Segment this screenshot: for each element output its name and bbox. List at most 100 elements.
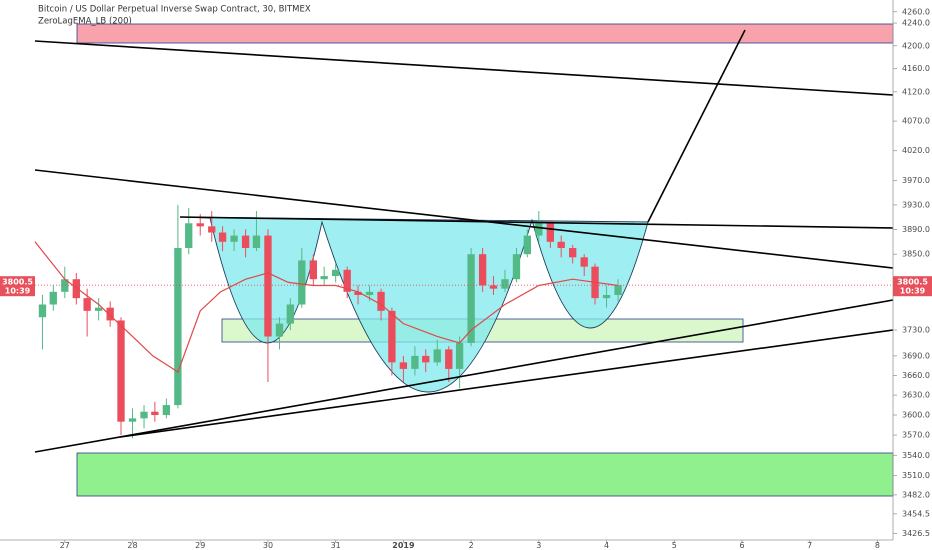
x-tick-label: 8 xyxy=(875,541,880,550)
y-tick-label: 4160.0 xyxy=(902,64,930,73)
y-tick-label: 3850.0 xyxy=(902,250,930,259)
candle-body xyxy=(252,235,261,248)
candle-body xyxy=(467,254,475,343)
plot xyxy=(34,204,893,439)
candle-body xyxy=(275,323,284,337)
legend-entry: ZeroLagEMA_LB (200) xyxy=(38,17,132,27)
y-tick-label: 4120.0 xyxy=(902,87,930,96)
y-tick-label: 4070.0 xyxy=(902,117,930,126)
candle-body xyxy=(117,320,125,422)
x-tick-label: 30 xyxy=(263,541,273,550)
candle-body xyxy=(365,291,374,295)
x-tick-label: 5 xyxy=(672,541,677,550)
candle-body xyxy=(602,294,611,299)
trend-lines xyxy=(34,29,894,453)
y-tick-label: 4240.0 xyxy=(902,19,930,28)
candle-body xyxy=(61,279,69,292)
countdown-label: 10:39 xyxy=(900,287,926,296)
price-label-box xyxy=(0,276,35,297)
candle-body xyxy=(422,355,430,363)
price-label: 3800.5 xyxy=(2,278,33,287)
candle-body xyxy=(580,257,588,267)
candle-body xyxy=(445,349,453,369)
y-tick-label: 4020.0 xyxy=(902,146,930,155)
candle-body xyxy=(433,349,441,363)
candle-body xyxy=(162,405,171,416)
candle-body xyxy=(614,285,622,295)
candle-body xyxy=(411,355,419,369)
y-tick-label: 4200.0 xyxy=(902,41,930,50)
candle-body xyxy=(230,235,238,242)
candle-body xyxy=(140,411,148,419)
candle-body xyxy=(489,285,498,289)
candle-body xyxy=(106,307,114,321)
trend-line xyxy=(119,329,894,438)
x-tick-label: 31 xyxy=(331,541,341,550)
candle-body xyxy=(501,279,509,289)
trend-line xyxy=(34,299,894,453)
candle-body xyxy=(49,291,57,305)
chart-title: Bitcoin / US Dollar Perpetual Inverse Sw… xyxy=(38,5,311,15)
y-tick-label: 3690.0 xyxy=(902,351,930,360)
candle-body xyxy=(332,269,340,277)
candle-body xyxy=(512,254,521,280)
y-tick-label: 3970.0 xyxy=(902,176,930,185)
y-tick-label: 3510.0 xyxy=(902,471,930,480)
y-tick-label: 3454.5 xyxy=(902,509,930,518)
resistance-zone xyxy=(76,23,894,44)
y-tick-label: 3540.0 xyxy=(902,451,930,460)
candle-body xyxy=(128,418,137,422)
y-tick-label: 4260.0 xyxy=(902,7,930,16)
candle-body xyxy=(38,304,47,318)
x-tick-label: 6 xyxy=(739,541,744,550)
candle-body xyxy=(354,291,362,295)
candle-body xyxy=(185,223,193,248)
ema-line xyxy=(34,241,619,374)
trend-line xyxy=(34,169,894,269)
x-tick-label: 27 xyxy=(60,541,70,550)
candle-body xyxy=(557,241,565,248)
x-tick-label: 2 xyxy=(469,541,474,550)
candle-body xyxy=(455,342,464,369)
y-tick-label: 3630.0 xyxy=(902,391,930,400)
trend-line xyxy=(34,40,894,96)
candle-body xyxy=(569,247,577,258)
candle-body xyxy=(241,235,250,248)
projection-line xyxy=(647,29,746,223)
x-tick-label: 29 xyxy=(195,541,205,550)
candle-body xyxy=(546,223,555,242)
candle-body xyxy=(218,232,227,242)
candle-body xyxy=(377,291,385,311)
x-tick-label: 3 xyxy=(536,541,541,550)
x-tick-label: 28 xyxy=(127,541,137,550)
candle-body xyxy=(83,298,91,311)
candle-body xyxy=(286,304,294,324)
y-tick-label: 3890.0 xyxy=(902,225,930,234)
price-label-box xyxy=(893,276,932,297)
x-tick-label: 4 xyxy=(604,541,609,550)
y-tick-label: 3570.0 xyxy=(902,431,930,440)
candle-body xyxy=(309,260,317,280)
candle-body xyxy=(72,279,80,299)
candle-body xyxy=(264,235,272,337)
countdown-label: 10:39 xyxy=(5,287,31,296)
candle-body xyxy=(399,362,408,369)
candle-body xyxy=(535,223,543,236)
candle-body xyxy=(196,223,204,227)
x-tick-label: 2019 xyxy=(392,541,415,550)
drawings xyxy=(76,23,894,497)
x-tick-label: 7 xyxy=(807,541,812,550)
y-tick-label: 3426.5 xyxy=(902,529,930,538)
candle-body xyxy=(298,260,306,305)
price-label: 3800.5 xyxy=(897,278,928,287)
candle-body xyxy=(478,254,487,286)
candle-body xyxy=(388,310,396,363)
candle-body xyxy=(208,226,216,233)
y-tick-label: 3660.0 xyxy=(902,371,930,380)
candle-body xyxy=(320,276,328,280)
candle-body xyxy=(343,269,351,292)
y-tick-label: 3930.0 xyxy=(902,200,930,209)
candle-body xyxy=(174,247,182,406)
